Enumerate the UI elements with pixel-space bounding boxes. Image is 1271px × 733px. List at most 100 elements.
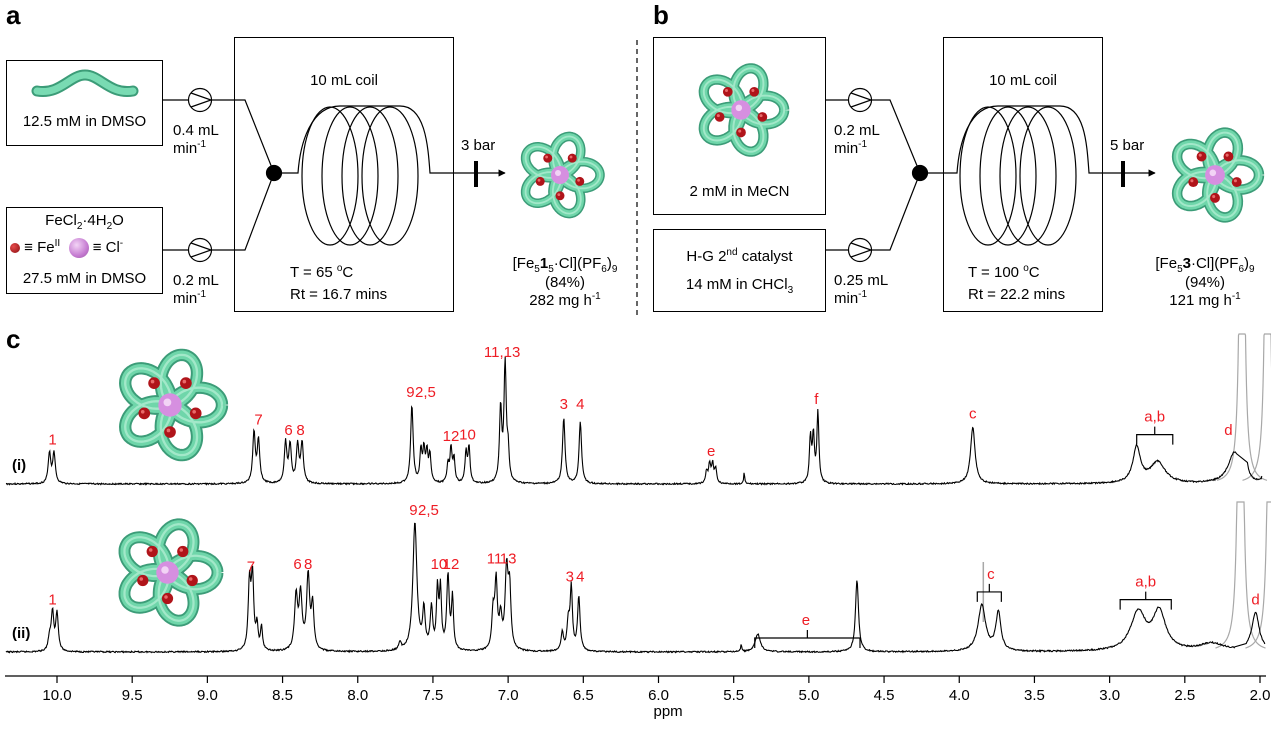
peak-label: 10 xyxy=(431,556,448,573)
name-sub: 5 xyxy=(534,264,540,275)
peak-label: a,b xyxy=(1144,409,1165,426)
atom-shine xyxy=(751,89,755,93)
coil-icon xyxy=(301,106,419,246)
mixer-icon xyxy=(265,164,283,182)
flow-rate-unit: min-1 xyxy=(173,290,206,308)
coil-volume: 10 mL coil xyxy=(310,72,378,89)
peak-label: e xyxy=(802,612,810,629)
x-tick-label: 8.5 xyxy=(272,687,293,704)
iron-sphere-icon xyxy=(10,243,20,253)
name-bold: 3 xyxy=(1182,255,1191,272)
name-part: [Fe xyxy=(1155,255,1178,272)
x-tick-label: 3.5 xyxy=(1024,687,1045,704)
atom-shine xyxy=(1209,169,1217,177)
atom-shine xyxy=(166,428,171,433)
pump-icon xyxy=(847,87,873,113)
unit-text: min xyxy=(834,140,859,157)
atom-shine xyxy=(161,566,169,574)
formula-part: ·4H xyxy=(82,212,107,229)
iron-atom-icon xyxy=(161,592,174,605)
knot-structure-i xyxy=(119,348,229,462)
x-tick-label: 9.0 xyxy=(197,687,218,704)
series-label: (i) xyxy=(12,457,26,474)
conc-text: 14 mM in CHCl xyxy=(685,276,788,293)
legend-fe-sup: II xyxy=(54,237,61,249)
legend-row: ≡ FeII ≡ Cl- xyxy=(10,238,123,258)
atom-shine xyxy=(192,409,196,414)
peak-label: 1 xyxy=(48,592,56,609)
legend-cl: ≡ Cl xyxy=(92,238,120,256)
conc-sub: 3 xyxy=(787,285,794,296)
formula-sub: 2 xyxy=(106,221,113,232)
iron-atom-icon xyxy=(722,86,733,97)
coil-icon xyxy=(959,106,1077,246)
flow-rate-unit: min-1 xyxy=(834,140,867,158)
panel-a-flow xyxy=(162,87,506,263)
name-part: [Fe xyxy=(512,255,535,272)
production-rate: 121 mg h-1 xyxy=(1135,291,1271,310)
peak-label: 8 xyxy=(296,422,304,439)
reagent-box-ligand: 12.5 mM in DMSO xyxy=(6,60,163,146)
formula-sub: 2 xyxy=(76,221,83,232)
iron-atom-icon xyxy=(535,176,545,186)
atom-shine xyxy=(179,548,184,552)
solvent-peak xyxy=(1216,333,1268,481)
iron-atom-icon xyxy=(177,545,189,558)
peak-bracket xyxy=(976,583,1002,602)
knot-structure-ii xyxy=(118,518,224,627)
reagent-box-knot: 2 mM in MeCN xyxy=(653,37,826,215)
pump-icon xyxy=(187,237,213,263)
name-sub: 5 xyxy=(548,264,554,275)
name-sub: 9 xyxy=(611,264,618,275)
iron-atom-icon xyxy=(189,407,202,420)
x-tick-label: 10.0 xyxy=(42,687,71,704)
peak-label: 11 xyxy=(487,551,503,568)
pump-icon xyxy=(847,237,873,263)
solvent-peak xyxy=(1242,333,1271,481)
iron-atom-icon xyxy=(146,545,158,558)
name-part: ) xyxy=(606,255,612,272)
catalyst-name: H-G 2nd catalyst xyxy=(654,247,825,266)
name-part: H-G 2 xyxy=(686,248,727,265)
unit-text: min xyxy=(173,290,198,307)
peak-label: 7 xyxy=(247,558,255,575)
temp-unit: C xyxy=(342,264,354,281)
tube xyxy=(212,172,275,251)
atom-shine xyxy=(759,114,763,118)
peak-label: 3 xyxy=(566,569,574,586)
reagent-box-catalyst: H-G 2nd catalyst 14 mM in CHCl3 xyxy=(653,229,826,312)
atom-shine xyxy=(738,129,742,133)
name-sub: 6 xyxy=(601,264,607,275)
atom-shine xyxy=(1190,179,1194,183)
name-bold: 1 xyxy=(539,255,549,272)
coil-volume: 10 mL coil xyxy=(989,72,1057,89)
name-part: ·Cl](PF xyxy=(553,255,602,272)
degree: o xyxy=(336,263,343,274)
x-tick-label: 4.0 xyxy=(949,687,970,704)
peak-label: e xyxy=(707,443,715,460)
peak-label: d xyxy=(1251,592,1259,609)
legend-fe: ≡ Fe xyxy=(24,238,55,256)
series-label: (ii) xyxy=(12,625,30,642)
formula-part: FeCl xyxy=(45,212,77,229)
name-sup: nd xyxy=(726,247,738,258)
iron-atom-icon xyxy=(575,176,585,186)
flow-diagram-lines xyxy=(162,40,1156,318)
peak-label: 2,5 xyxy=(418,502,439,519)
iron-atom-icon xyxy=(1188,177,1199,188)
coil-tube xyxy=(928,105,1120,174)
peak-label: 3 xyxy=(560,396,568,413)
iron-atom-icon xyxy=(148,377,160,389)
rate-exp: -1 xyxy=(1231,291,1241,302)
atom-shine xyxy=(735,104,743,112)
atom-shine xyxy=(557,193,561,196)
reactor-box: 10 mL coil T = 100 oC Rt = 22.2 mins xyxy=(943,37,1103,312)
peak-label: 1 xyxy=(48,431,56,448)
atom-shine xyxy=(569,155,573,159)
atom-shine xyxy=(163,398,172,407)
legend-cl-sup: - xyxy=(119,237,124,249)
x-tick-label: 3.0 xyxy=(1099,687,1120,704)
iron-atom-icon xyxy=(757,112,768,122)
atom-shine xyxy=(139,577,144,581)
unit-text: min xyxy=(173,140,198,157)
